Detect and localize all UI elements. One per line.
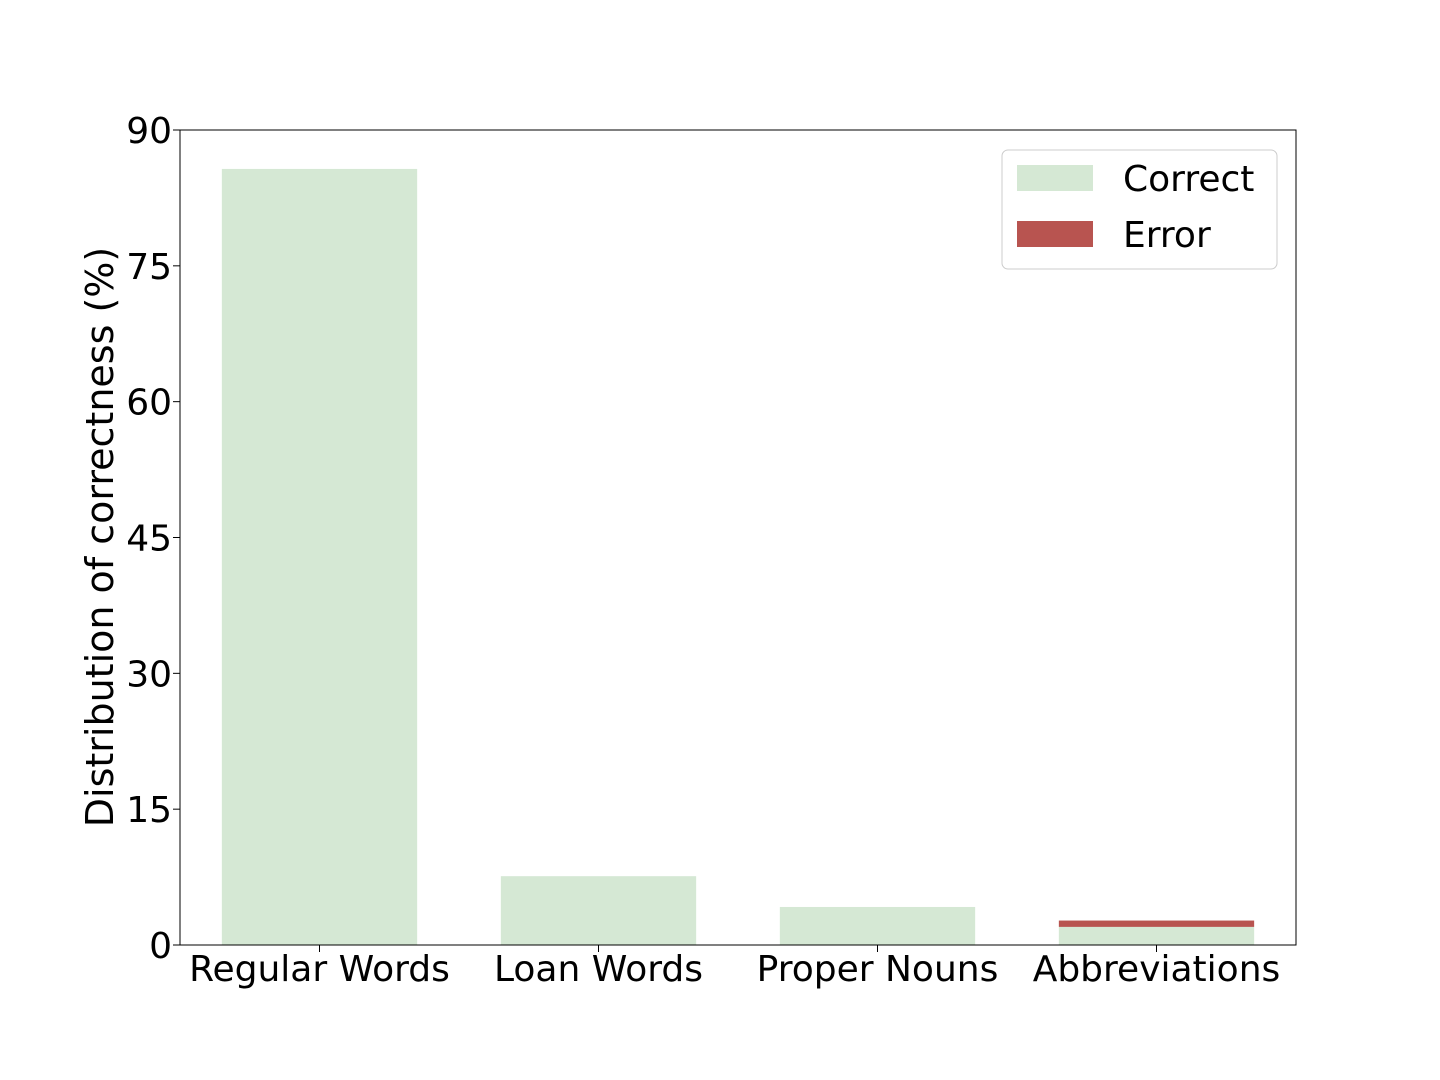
- x-tick-label: Abbreviations: [1033, 949, 1281, 990]
- y-tick-label: 60: [126, 383, 172, 424]
- x-axis: Regular Words Loan Words Proper Nouns Abbre…: [189, 945, 1280, 990]
- y-tick-label: 15: [126, 790, 172, 831]
- bar-error-abbreviations: [1058, 920, 1255, 927]
- bar-correct-regular-words: [221, 168, 418, 945]
- legend-swatch-correct: [1017, 165, 1093, 191]
- legend-label-error: Error: [1123, 215, 1211, 256]
- bar-correct-loan-words: [500, 876, 697, 945]
- y-axis-label: Distribution of correctness (%): [78, 247, 122, 827]
- y-tick-label: 45: [126, 519, 172, 560]
- legend: Correct Error: [1001, 149, 1278, 270]
- x-tick-label: Loan Words: [494, 949, 703, 990]
- y-tick-label: 90: [126, 111, 172, 152]
- y-axis: 0 15 30 45 60 75 90: [126, 111, 180, 967]
- bar-correct-abbreviations: [1058, 926, 1255, 945]
- bars-layer: [221, 168, 1255, 945]
- x-tick-label: Proper Nouns: [757, 949, 999, 990]
- legend-swatch-error: [1017, 221, 1093, 247]
- legend-label-correct: Correct: [1123, 159, 1254, 200]
- y-tick-label: 30: [126, 654, 172, 695]
- y-tick-label: 75: [126, 247, 172, 288]
- x-tick-label: Regular Words: [189, 949, 450, 990]
- y-tick-label: 0: [149, 926, 172, 967]
- bar-correct-proper-nouns: [779, 906, 976, 945]
